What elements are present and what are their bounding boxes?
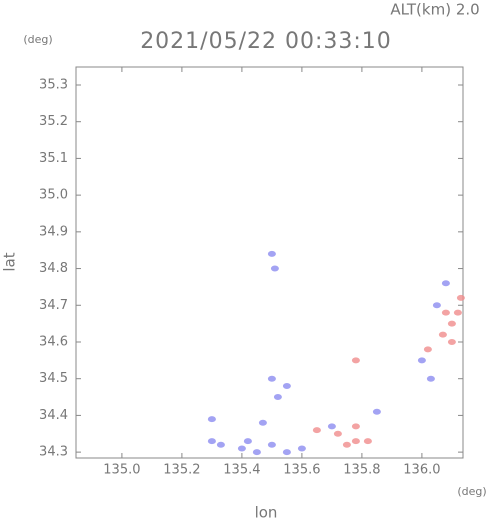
echo <box>351 438 360 445</box>
x-unit: (deg) <box>457 485 486 498</box>
echo <box>456 294 465 301</box>
echo <box>363 438 372 445</box>
y-tick-label: 34.5 <box>39 371 68 386</box>
echo <box>282 383 291 390</box>
plot-frame <box>75 66 464 459</box>
y-unit: (deg) <box>23 33 52 46</box>
echo <box>273 394 282 401</box>
echo <box>267 375 276 382</box>
echo <box>297 445 306 452</box>
echo <box>267 441 276 448</box>
y-tick-label: 35.1 <box>39 151 68 166</box>
y-tick-label: 34.8 <box>39 261 68 276</box>
echo <box>216 441 225 448</box>
echo <box>447 338 456 345</box>
echo <box>243 438 252 445</box>
echo <box>333 430 342 437</box>
y-tick-label: 35.0 <box>39 188 68 203</box>
echo <box>342 441 351 448</box>
echo <box>312 427 321 434</box>
y-tick-label: 34.7 <box>39 298 68 313</box>
y-axis-label: lat <box>1 252 19 271</box>
y-tick-label: 34.4 <box>39 408 68 423</box>
echo <box>351 423 360 430</box>
echo <box>351 357 360 364</box>
echo <box>441 309 450 316</box>
x-tick-label: 136.0 <box>403 463 440 478</box>
y-tick-label: 35.3 <box>39 77 68 92</box>
echo <box>423 346 432 353</box>
x-tick-label: 135.8 <box>343 463 380 478</box>
chart-title: 2021/05/22 00:33:10 <box>140 29 392 54</box>
echo <box>432 302 441 309</box>
x-tick-label: 135.6 <box>283 463 320 478</box>
echo <box>417 357 426 364</box>
echo <box>207 438 216 445</box>
x-axis-label: lon <box>255 504 278 522</box>
altitude-label: ALT(km) 2.0 <box>390 1 479 19</box>
echo <box>327 423 336 430</box>
echo <box>258 419 267 426</box>
echo <box>237 445 246 452</box>
echo <box>447 320 456 327</box>
echo <box>207 416 216 423</box>
echo <box>282 449 291 456</box>
echo <box>372 408 381 415</box>
y-tick-label: 35.2 <box>39 114 68 129</box>
echo <box>252 449 261 456</box>
echo <box>453 309 462 316</box>
x-tick-label: 135.0 <box>103 463 140 478</box>
echo <box>267 250 276 257</box>
y-tick-label: 34.3 <box>39 445 68 460</box>
y-tick-label: 34.9 <box>39 224 68 239</box>
echo <box>438 331 447 338</box>
echo <box>270 265 279 272</box>
y-tick-label: 34.6 <box>39 334 68 349</box>
x-tick-label: 135.4 <box>223 463 260 478</box>
x-tick-label: 135.2 <box>163 463 200 478</box>
echo <box>426 375 435 382</box>
echo <box>441 280 450 287</box>
